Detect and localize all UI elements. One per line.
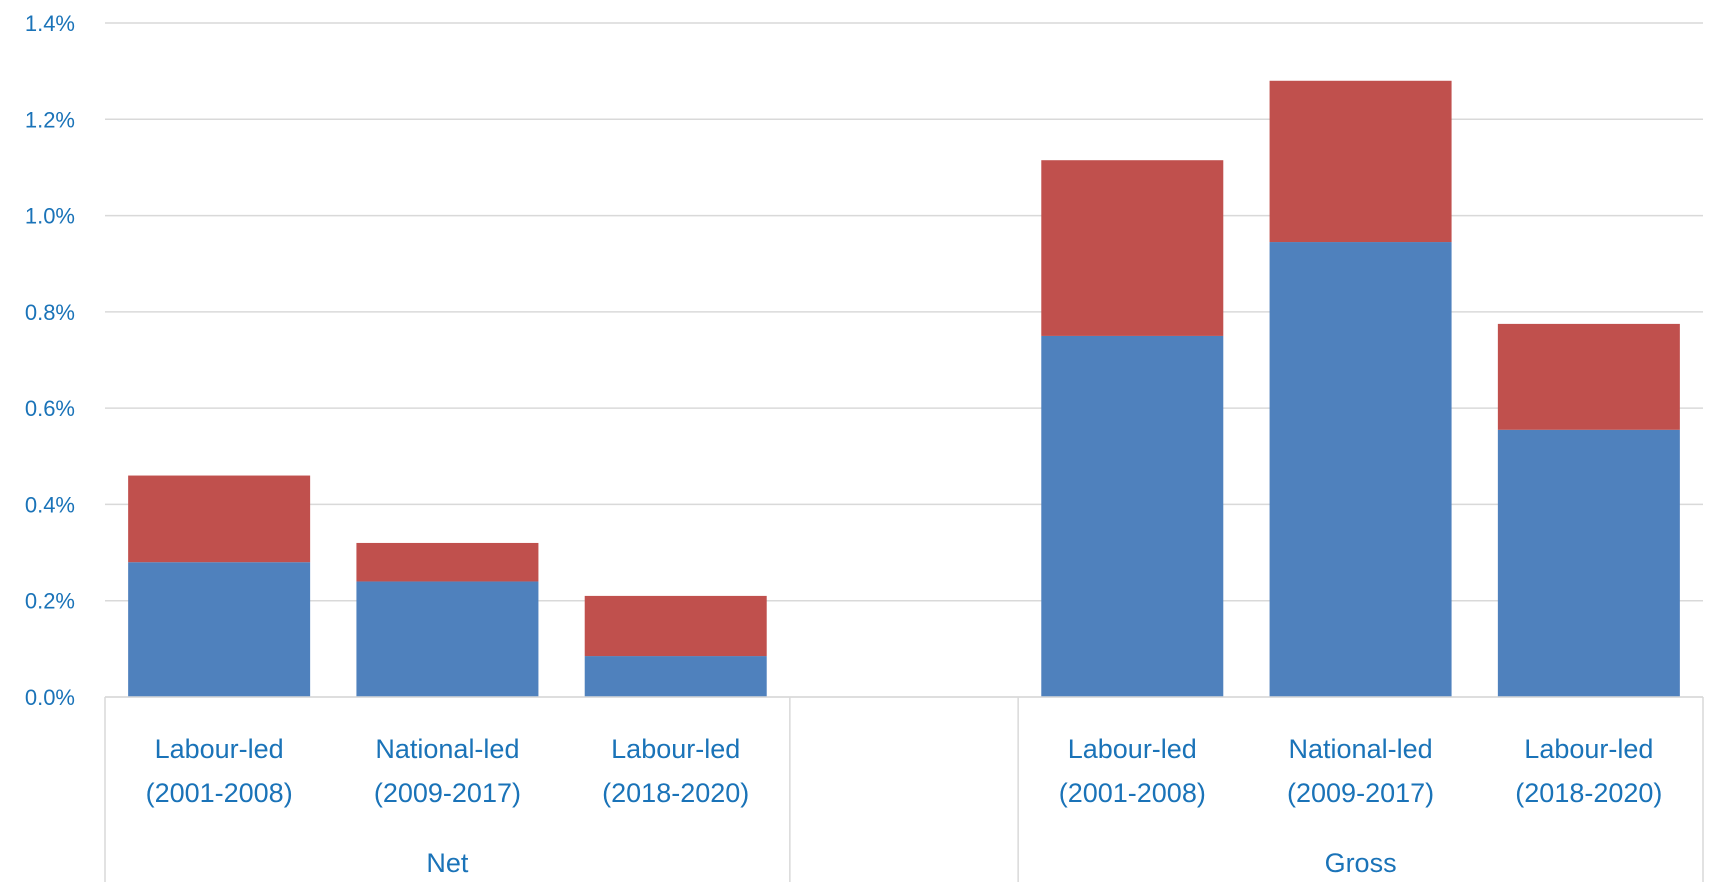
- y-tick-label: 1.0%: [25, 204, 75, 229]
- category-label: Labour-led: [611, 734, 740, 764]
- category-label: National-led: [375, 734, 519, 764]
- category-label: (2009-2017): [374, 778, 521, 808]
- x-axis: [104, 696, 1704, 882]
- bar-segment-series-1: [584, 656, 767, 697]
- category-label: (2018-2020): [602, 778, 749, 808]
- category-label: National-led: [1289, 734, 1433, 764]
- bar-segment-series-1: [128, 562, 311, 697]
- bar-segment-series-1: [1497, 429, 1680, 697]
- y-axis-tick-labels: 0.0% 0.2% 0.4% 0.6% 0.8% 1.0% 1.2% 1.4%: [25, 11, 75, 710]
- y-tick-label: 0.4%: [25, 492, 75, 517]
- bar-segment-series-2: [356, 542, 539, 582]
- bar-segment-series-2: [584, 595, 767, 657]
- y-tick-label: 0.0%: [25, 685, 75, 710]
- category-labels: Labour-led (2001-2008) National-led (2009-2…: [146, 734, 1663, 808]
- bar-segment-series-1: [1041, 335, 1224, 697]
- y-tick-label: 0.8%: [25, 300, 75, 325]
- bar-segment-series-2: [1269, 80, 1452, 243]
- category-label: Labour-led: [1524, 734, 1653, 764]
- bars: [128, 80, 1680, 698]
- category-label: Labour-led: [1068, 734, 1197, 764]
- y-tick-label: 0.2%: [25, 589, 75, 614]
- category-label: (2001-2008): [146, 778, 293, 808]
- group-labels: Net Gross: [426, 848, 1396, 878]
- group-label: Net: [426, 848, 469, 878]
- y-tick-label: 1.4%: [25, 11, 75, 36]
- y-tick-label: 0.6%: [25, 396, 75, 421]
- bar-segment-series-2: [1041, 160, 1224, 336]
- category-label: (2018-2020): [1515, 778, 1662, 808]
- bar-segment-series-1: [356, 581, 539, 697]
- group-label: Gross: [1325, 848, 1397, 878]
- y-tick-label: 1.2%: [25, 107, 75, 132]
- bar-segment-series-2: [128, 475, 311, 563]
- bar-segment-series-2: [1497, 323, 1680, 430]
- category-label: (2009-2017): [1287, 778, 1434, 808]
- category-label: (2001-2008): [1059, 778, 1206, 808]
- category-label: Labour-led: [155, 734, 284, 764]
- bar-segment-series-1: [1269, 242, 1452, 698]
- gridlines: [105, 22, 1703, 698]
